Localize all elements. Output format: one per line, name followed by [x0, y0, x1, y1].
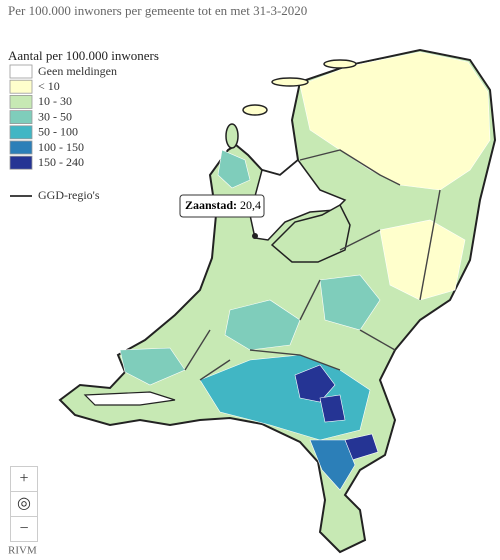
tooltip-value: 20,4	[240, 198, 261, 212]
north-holland	[217, 149, 251, 189]
limburg	[309, 439, 356, 491]
utrecht	[224, 299, 301, 351]
legend-swatch	[9, 64, 33, 79]
zoom-in[interactable]: +	[10, 466, 38, 492]
tooltip-name: Zaanstad:	[185, 198, 237, 212]
tooltip-box	[179, 194, 265, 218]
wadden-island	[225, 123, 239, 149]
flevoland	[270, 203, 351, 263]
legend-label: 100 - 150	[38, 140, 84, 154]
zeeland-water	[83, 391, 176, 406]
hotspot-1	[294, 364, 336, 403]
hotspot-2	[319, 394, 346, 423]
credit: RIVM	[8, 545, 37, 557]
gelderland	[319, 274, 381, 331]
legend-swatch	[9, 140, 33, 155]
map-shapes	[58, 48, 497, 554]
wadden-island	[323, 59, 357, 69]
legend-label: 150 - 240	[38, 155, 84, 169]
legend-swatch	[9, 95, 33, 109]
legend-swatch	[9, 125, 33, 140]
legend-label: 30 - 50	[38, 109, 72, 123]
legend-label: < 10	[38, 79, 60, 93]
legend-label: Geen meldingen	[38, 64, 117, 78]
map-title: Per 100.000 inwoners per gemeente tot en…	[8, 3, 307, 18]
zoom-reset[interactable]: ◎	[10, 491, 38, 517]
tooltip-anchor	[252, 233, 258, 239]
legend-swatch	[9, 155, 33, 170]
wadden-island	[271, 77, 309, 87]
legend-swatch	[9, 79, 33, 94]
legend-title: Aantal per 100.000 inwoners	[8, 48, 159, 63]
zoom-out[interactable]: −	[10, 516, 38, 542]
legend-label: 10 - 30	[38, 94, 72, 108]
legend-border-label: GGD-regio's	[38, 188, 100, 202]
legend-swatch	[9, 110, 33, 124]
east	[379, 219, 466, 301]
ggd-borders	[184, 149, 441, 381]
legend-label: 50 - 100	[38, 125, 78, 139]
wadden-island	[242, 104, 268, 116]
tooltip: Zaanstad: 20,4	[185, 198, 261, 212]
zeeland	[119, 347, 186, 386]
